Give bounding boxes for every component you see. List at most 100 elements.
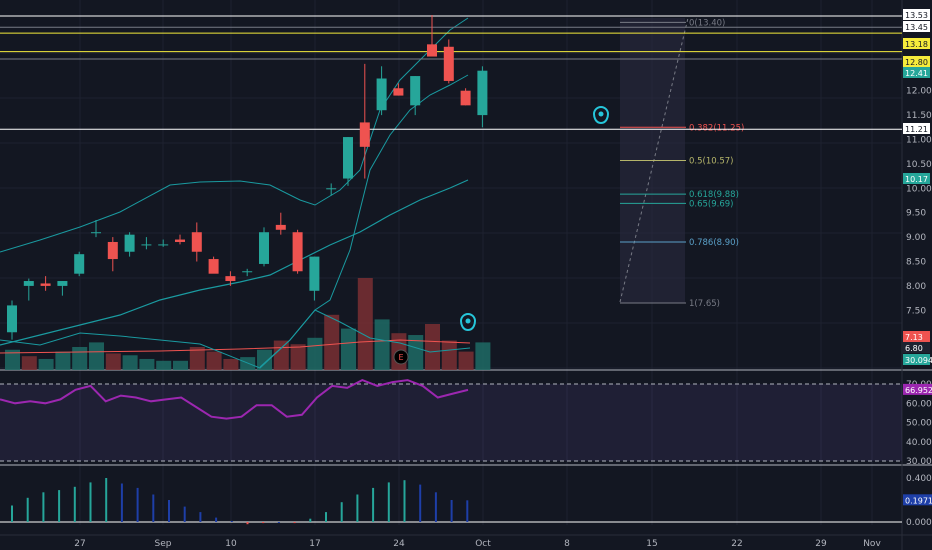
- candle-body: [259, 232, 269, 264]
- price-tag: [903, 354, 930, 365]
- volume-bar: [38, 358, 54, 370]
- candle-body: [124, 234, 135, 252]
- price-tag-label: 7.13: [905, 333, 923, 342]
- fib-level-label: 0.618(9.88): [689, 190, 739, 200]
- candle-body: [443, 46, 454, 81]
- rsi-band: [0, 384, 902, 461]
- macd-value-tag: [903, 494, 932, 506]
- volume-bar: [5, 349, 20, 370]
- price-tick-label: 11.00: [906, 136, 932, 146]
- price-tag: [903, 38, 930, 49]
- fib-level-label: 0.382(11.25): [689, 123, 744, 133]
- fibonacci-retracement[interactable]: 0(13.40) 0.382(11.25) 0.5(10.57) 0.618(9.88…: [619, 17, 744, 309]
- price-tag: [903, 342, 930, 353]
- location-pin-icon: [592, 106, 610, 125]
- price-tick-label: 8.50: [906, 258, 926, 268]
- bb-upper-band: [0, 17, 469, 253]
- time-tick-label: Sep: [155, 539, 172, 549]
- time-axis[interactable]: 27 Sep 10 17 24 Oct 8 15 22 29 Nov: [0, 534, 932, 549]
- macd-pane: [0, 478, 902, 525]
- time-tick-label: Oct: [475, 539, 491, 549]
- candle-body: [225, 276, 236, 282]
- volume-bar: [273, 340, 289, 370]
- price-tick-label: 10.00: [906, 184, 932, 194]
- time-tick-label: 27: [74, 539, 85, 549]
- candle-body: [23, 281, 34, 286]
- price-tag: [903, 331, 930, 342]
- fib-level-label: 1(7.65): [689, 299, 720, 309]
- rsi-value-label: 66.9528: [905, 386, 932, 395]
- candle-body: [242, 271, 253, 273]
- fib-level-label: 0.786(8.90): [689, 238, 739, 248]
- price-tag-label: 12.80: [905, 58, 928, 67]
- candle-body: [40, 283, 51, 286]
- candle-body: [309, 256, 320, 291]
- fib-level-label: 0.5(10.57): [689, 156, 733, 166]
- time-tick-label: 29: [815, 539, 827, 549]
- volume-bar: [89, 342, 104, 370]
- candle-body: [359, 122, 370, 147]
- volume-bar: [357, 278, 373, 370]
- volume-bar: [189, 347, 205, 370]
- rsi-pane: [0, 379, 902, 462]
- volume-bar: [341, 328, 356, 370]
- chart-markers[interactable]: E: [393, 106, 610, 365]
- candlesticks: [7, 15, 488, 340]
- volume-bar: [122, 355, 138, 370]
- volume-bar: [475, 342, 491, 370]
- volume-bars: [0, 278, 491, 370]
- volume-bar: [425, 324, 440, 370]
- volume-bar: [324, 314, 340, 370]
- price-tick-label: 9.00: [906, 233, 926, 243]
- time-tick-label: 15: [646, 539, 657, 549]
- rsi-line: [0, 379, 469, 420]
- volume-bar: [139, 358, 155, 370]
- candle-body: [275, 224, 286, 230]
- candle-body: [208, 259, 219, 274]
- price-tag-label: 11.21: [905, 125, 928, 134]
- price-tick-label: 9.50: [906, 209, 926, 219]
- candle-body: [158, 244, 169, 246]
- bb-lower-band: [259, 74, 469, 368]
- candle-body: [326, 188, 337, 190]
- time-tick-label: 17: [309, 539, 320, 549]
- price-tick-label: 10.50: [906, 160, 932, 170]
- candle-body: [477, 70, 488, 116]
- volume-bar: [105, 353, 121, 370]
- candle-body: [91, 232, 101, 234]
- price-tag-label: 10.17: [905, 175, 928, 184]
- price-tick-label: 8.00: [906, 282, 926, 292]
- price-tag: [903, 56, 930, 67]
- location-pin-dot: [465, 318, 471, 324]
- volume-bar: [374, 319, 390, 370]
- candle-body: [191, 232, 202, 252]
- time-tick-label: 10: [225, 539, 237, 549]
- volume-ma-line: [0, 339, 471, 354]
- candle-body: [393, 88, 404, 96]
- candle-body: [74, 254, 85, 274]
- volume-bar: [21, 356, 37, 370]
- price-tag-label: 6.80: [905, 344, 923, 353]
- price-tag: [903, 67, 930, 78]
- candle-body: [175, 239, 185, 242]
- candle-body: [460, 90, 471, 106]
- volume-bar: [257, 349, 272, 370]
- candle-body: [7, 305, 17, 333]
- candle-body: [141, 244, 152, 246]
- time-tick-label: 24: [393, 539, 405, 549]
- time-tick-label: 22: [731, 539, 742, 549]
- volume-bar: [441, 340, 457, 370]
- price-tag-label: 13.18: [905, 40, 928, 49]
- candle-body: [292, 232, 303, 272]
- time-tick-label: 8: [564, 539, 570, 549]
- price-axis[interactable]: 12.00 11.50 11.00 10.50 10.00 9.50 9.00 8.50 8.0…: [903, 9, 932, 528]
- candle-body: [343, 137, 353, 179]
- volume-bar: [307, 337, 323, 370]
